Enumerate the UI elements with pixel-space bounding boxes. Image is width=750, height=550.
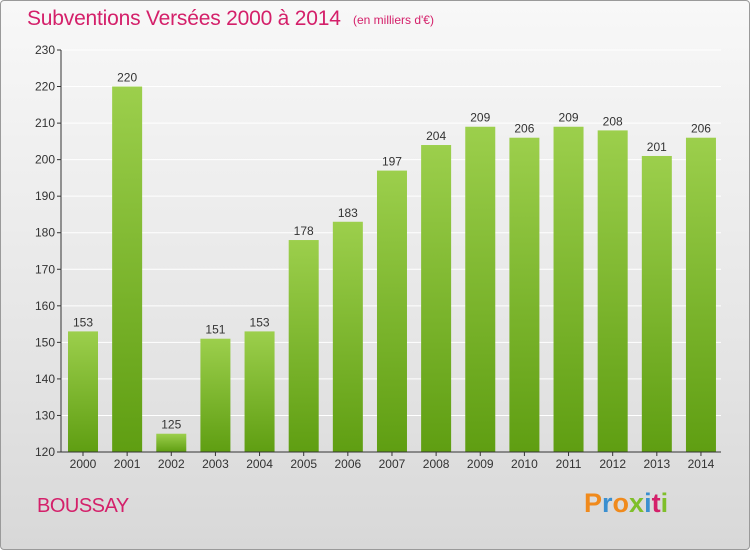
x-tick-label: 2004 (246, 457, 273, 471)
bar-value-label: 153 (250, 315, 270, 329)
bar-value-label: 125 (161, 418, 181, 432)
x-tick-label: 2012 (599, 457, 626, 471)
bar-2000 (68, 331, 98, 452)
x-tick-label: 2006 (334, 457, 361, 471)
bar-2013 (641, 155, 672, 452)
y-tick-label: 180 (35, 226, 55, 240)
bar-value-label: 204 (426, 129, 446, 143)
bar-value-label: 151 (205, 323, 225, 337)
bar-2008 (421, 145, 452, 452)
y-tick-label: 220 (35, 80, 55, 94)
x-tick-label: 2002 (158, 457, 185, 471)
bar-2012 (597, 130, 628, 452)
y-tick-label: 160 (35, 299, 55, 313)
y-tick-label: 130 (35, 408, 55, 422)
x-tick-label: 2000 (70, 457, 97, 471)
bar-value-label: 201 (647, 140, 667, 154)
x-tick-label: 2014 (688, 457, 715, 471)
x-tick-label: 2011 (556, 457, 582, 471)
bar-2006 (332, 221, 363, 452)
y-tick-label: 120 (35, 445, 55, 459)
y-tick-label: 140 (35, 372, 55, 386)
bar-value-label: 208 (603, 114, 623, 128)
chart-subtitle: (en milliers d'€) (353, 13, 434, 27)
bar-value-label: 183 (338, 206, 358, 220)
bar-value-label: 153 (73, 315, 93, 329)
bar-2002 (156, 433, 187, 452)
y-tick-label: 200 (35, 153, 55, 167)
y-tick-label: 190 (35, 189, 55, 203)
bar-2001 (112, 86, 143, 452)
axes: 120 130 140 150 160 170 180 190 200 210 220 230 2000… (35, 43, 721, 471)
bar-value-label: 206 (514, 122, 534, 136)
commune-name: BOUSSAY (37, 495, 129, 517)
x-tick-label: 2007 (379, 457, 406, 471)
bar-2011 (553, 126, 584, 452)
bar-2004 (244, 331, 275, 452)
bar-2010 (509, 137, 540, 452)
chart-title: Subventions Versées 2000 à 2014 (27, 7, 341, 30)
bar-value-label: 209 (470, 111, 490, 125)
y-tick-label: 150 (35, 335, 55, 349)
bar-value-label: 220 (117, 71, 137, 85)
x-tick-label: 2010 (511, 457, 538, 471)
bar-2003 (200, 338, 231, 452)
x-tick-label: 2008 (423, 457, 450, 471)
proxiti-logo: Proxiti (584, 488, 669, 518)
x-tick-label: 2005 (290, 457, 317, 471)
y-tick-label: 210 (35, 116, 55, 130)
bar-value-label: 206 (691, 122, 711, 136)
bar-value-label: 209 (559, 111, 579, 125)
x-tick-label: 2003 (202, 457, 229, 471)
bar-value-label: 197 (382, 155, 402, 169)
bar-2007 (376, 170, 407, 452)
x-tick-label: 2009 (467, 457, 494, 471)
x-tick-label: 2001 (114, 457, 141, 471)
bars (68, 86, 716, 452)
bar-2009 (465, 126, 496, 452)
data-labels: 153 220 125 151 153 178 183 197 204 209 206 209 208 2… (73, 71, 711, 432)
y-tick-label: 170 (35, 262, 55, 276)
bar-2005 (288, 240, 319, 452)
x-tick-label: 2013 (643, 457, 670, 471)
bar-value-label: 178 (294, 224, 314, 238)
y-tick-label: 230 (35, 43, 55, 57)
bar-2014 (685, 137, 716, 452)
